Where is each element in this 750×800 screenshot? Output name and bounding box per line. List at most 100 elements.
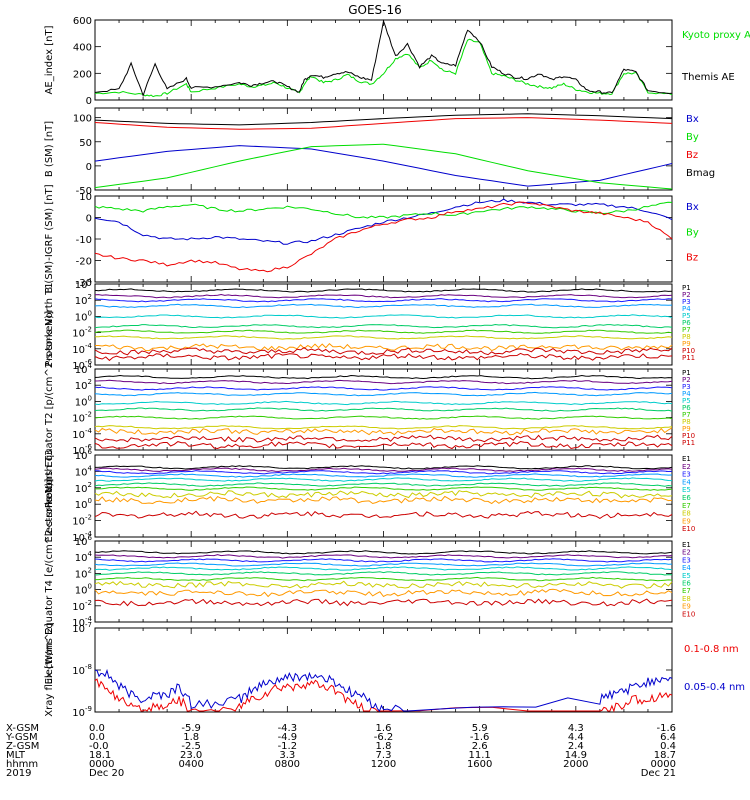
y-tick-label: 100 xyxy=(75,583,92,597)
y-axis-label: B (SM)-IGRF (SM) [nT] xyxy=(44,184,55,293)
y-tick-label: 10-4 xyxy=(72,530,92,544)
legend-label: By xyxy=(686,132,699,143)
table-cell: 18.1 xyxy=(89,750,111,761)
y-axis-label: Protons Equator T2 [p/(cm^2-s-sr-keV)] xyxy=(44,311,55,508)
table-row-label: hhmm xyxy=(6,759,38,770)
legend-label: E7 xyxy=(682,502,691,510)
y-tick-label: 102 xyxy=(75,481,92,495)
legend-label: E10 xyxy=(682,610,695,618)
legend-label: P8 xyxy=(682,418,691,426)
series-line-p5 xyxy=(94,314,673,319)
y-tick-label: 104 xyxy=(75,277,93,291)
y-tick-label: 10-7 xyxy=(72,621,92,635)
legend-label: P8 xyxy=(682,333,691,341)
panel-1: 0 200 400 600 AE_index [nT] Kyoto proxy AE The… xyxy=(44,16,750,107)
y-tick-label: 104 xyxy=(75,550,93,564)
table-row-label: 2019 xyxy=(6,768,31,779)
series-line-e10 xyxy=(94,510,673,519)
legend-label: Bmag xyxy=(686,168,715,179)
series-line-p4 xyxy=(94,391,673,397)
panel-7: 106 104 102 100 10-2 10-4 Electrons Equator T4… xyxy=(44,479,695,685)
y-tick-label: 0 xyxy=(86,162,92,173)
plot-title: GOES-16 xyxy=(348,3,402,17)
series-line-p6 xyxy=(94,407,673,412)
legend-label: P2 xyxy=(682,376,691,384)
series-line-e6 xyxy=(94,571,673,576)
table-cell: 0000 xyxy=(651,759,676,770)
y-tick-label: -10 xyxy=(76,235,92,246)
table-cell: -5.9 xyxy=(181,723,201,734)
panel-8: 10-7 10-8 10-9 Xray flux [W/m^2] 0.1-0.8 nm 0… xyxy=(44,621,745,719)
y-tick-label: 106 xyxy=(75,534,93,548)
legend-label: P6 xyxy=(682,319,691,327)
legend-label: P6 xyxy=(682,404,691,412)
y-tick-label: 10-4 xyxy=(72,342,92,356)
y-tick-label: 10-9 xyxy=(72,705,92,719)
series-line-e6 xyxy=(94,482,673,487)
legend-label: P3 xyxy=(682,383,691,391)
legend-label: P7 xyxy=(682,411,691,419)
series-line-e2 xyxy=(94,554,673,559)
series-line-p11 xyxy=(94,352,673,362)
series-line-bmag xyxy=(94,113,673,126)
panel-frame xyxy=(94,627,673,713)
legend-label: E5 xyxy=(682,486,691,494)
table-cell: 1200 xyxy=(371,759,396,770)
table-row-label: Z-GSM xyxy=(6,741,39,752)
y-tick-label: 10-2 xyxy=(72,514,92,528)
legend-label: E4 xyxy=(682,564,691,572)
table-cell: 18.7 xyxy=(654,750,676,761)
y-tick-label: 100 xyxy=(73,114,92,125)
series-line-p6 xyxy=(94,323,673,329)
y-tick-label: 10-6 xyxy=(72,443,92,457)
table-cell: 6.4 xyxy=(660,732,676,743)
table-cell: 0400 xyxy=(178,759,203,770)
series-line-0-1-0-8-nm xyxy=(94,678,673,713)
series-line-e8 xyxy=(94,580,673,589)
legend-label: P3 xyxy=(682,298,691,306)
y-axis-label: Electrons North T3 xyxy=(44,449,55,542)
series-line-e5 xyxy=(94,477,673,482)
panel-2: -50 0 50 100 B (SM) [nT] Bx By Bz Bmag xyxy=(44,107,715,197)
table-cell: 5.9 xyxy=(472,723,488,734)
table-cell: 4.3 xyxy=(568,723,584,734)
series-line-p3 xyxy=(94,386,673,391)
series-line-e7 xyxy=(95,576,673,582)
panel-frame xyxy=(94,107,673,191)
y-tick-label: 10-8 xyxy=(72,663,92,677)
y-tick-label: -50 xyxy=(76,186,92,197)
y-tick-label: 200 xyxy=(73,69,92,80)
legend-label: P5 xyxy=(682,397,691,405)
y-tick-label: 102 xyxy=(75,378,92,392)
series-line-e3 xyxy=(94,470,673,475)
table-cell: Dec 20 xyxy=(89,768,124,779)
table-cell: -1.2 xyxy=(278,741,298,752)
series-line-bz xyxy=(94,117,673,130)
legend-label: E6 xyxy=(682,580,691,588)
legend-label: P10 xyxy=(682,432,695,440)
y-axis-label: Xray flux [W/m^2] xyxy=(44,623,55,717)
table-cell: 4.4 xyxy=(568,732,584,743)
table-cell: 1600 xyxy=(467,759,492,770)
legend-label: E3 xyxy=(682,556,691,564)
legend-label: E9 xyxy=(682,517,691,525)
series-line-e5 xyxy=(94,566,673,571)
table-cell: 14.9 xyxy=(565,750,587,761)
legend-label: Kyoto proxy AE xyxy=(682,30,750,41)
series-line-p5 xyxy=(94,400,673,406)
legend-label: Themis AE xyxy=(681,72,735,83)
y-tick-label: 102 xyxy=(75,566,92,580)
table-cell: -4.3 xyxy=(278,723,298,734)
legend-label: P9 xyxy=(682,425,691,433)
legend-label: P4 xyxy=(682,390,691,398)
legend-label: P4 xyxy=(682,305,691,313)
series-line-by xyxy=(94,201,673,219)
series-line-bz xyxy=(94,201,673,273)
table-cell: -0.0 xyxy=(89,741,109,752)
legend-label: Bz xyxy=(686,150,698,161)
series-line-p10 xyxy=(94,346,673,356)
series-line-e1 xyxy=(94,550,673,555)
legend-label: P11 xyxy=(682,439,695,447)
series-line-e9 xyxy=(94,588,673,598)
table-cell: -1.6 xyxy=(470,732,490,743)
